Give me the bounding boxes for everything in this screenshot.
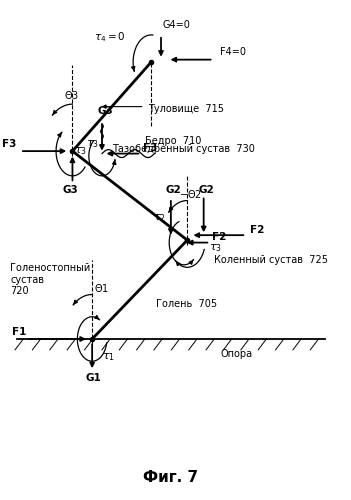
Text: Опора: Опора [220,349,252,359]
Text: $\Theta 3$: $\Theta 3$ [64,89,79,101]
Text: Голеностопный
сустав
720: Голеностопный сустав 720 [10,263,91,296]
Text: F1: F1 [12,327,26,337]
Text: Тазобедренный сустав  730: Тазобедренный сустав 730 [112,144,255,154]
Text: $-\Theta 2$: $-\Theta 2$ [179,188,202,200]
Text: G2: G2 [199,185,214,195]
Text: $\tau_3$: $\tau_3$ [74,146,87,158]
Text: F3: F3 [143,143,157,153]
Text: F2: F2 [212,232,226,242]
Text: $\tau_3$: $\tau_3$ [86,138,99,150]
Text: $\tau_2$: $\tau_2$ [153,212,166,224]
Text: Туловище  715: Туловище 715 [148,104,224,114]
Text: $\Theta 1$: $\Theta 1$ [94,282,109,294]
Text: G3: G3 [97,106,113,116]
Text: Бедро  710: Бедро 710 [145,136,201,146]
Text: $\tau_4=0$: $\tau_4=0$ [94,30,126,44]
Text: G4=0: G4=0 [163,20,191,30]
Text: F3: F3 [2,139,16,149]
Text: G3: G3 [62,185,78,195]
Text: G2: G2 [166,185,182,195]
Text: G1: G1 [86,373,101,383]
Text: F4=0: F4=0 [220,47,246,57]
Text: Коленный сустав  725: Коленный сустав 725 [213,255,327,265]
Text: Голень  705: Голень 705 [156,300,217,310]
Text: F2: F2 [250,224,264,234]
Text: Фиг. 7: Фиг. 7 [143,470,198,485]
Text: $\tau_1$: $\tau_1$ [102,351,115,362]
Text: $\tau_3$: $\tau_3$ [208,242,221,254]
